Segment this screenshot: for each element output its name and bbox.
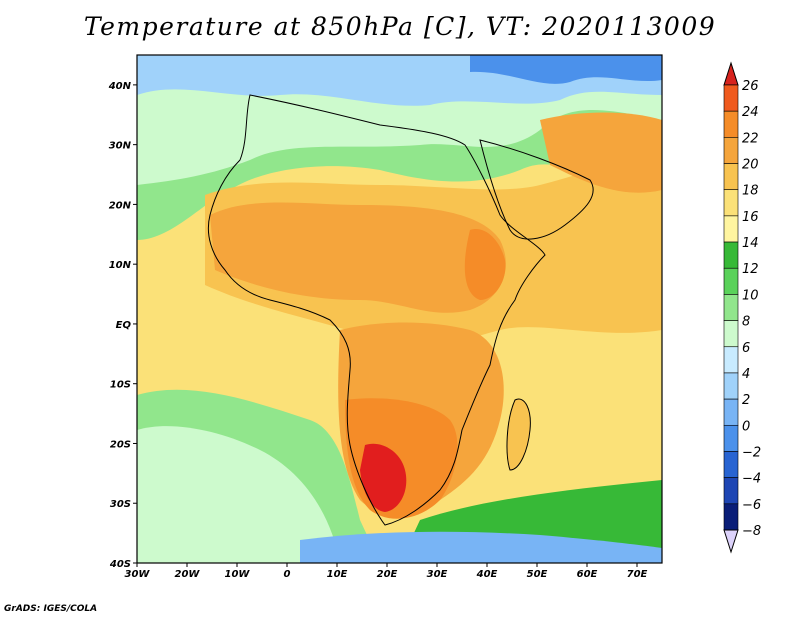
madagascar-coastline (506, 398, 531, 471)
colorbar-swatch (723, 346, 739, 374)
colorbar-top-arrow (723, 61, 739, 86)
grads-credit: GrADS: IGES/COLA (4, 604, 98, 614)
colorbar-label: 2 (742, 393, 750, 408)
y-tick-label: 10N (109, 260, 132, 271)
x-tick-label: 30W (125, 569, 151, 580)
kalahari-hottest (360, 443, 407, 512)
colorbar-label: −8 (742, 524, 761, 539)
colorbar-swatch (723, 477, 739, 505)
y-tick-label: 30N (109, 141, 132, 152)
colorbar-swatch (723, 267, 739, 295)
x-tick-label: 20W (175, 569, 201, 580)
colorbar-swatch (723, 84, 739, 112)
africa-coastline (207, 94, 546, 526)
y-tick-label: EQ (116, 320, 132, 331)
colorbar-label: 16 (742, 210, 759, 225)
x-tick-label: 70E (627, 569, 648, 580)
colorbar-label: 20 (742, 158, 759, 173)
colorbar-label: 24 (742, 105, 759, 120)
y-tick-label: 20S (110, 439, 131, 450)
colorbar-swatch (723, 215, 739, 243)
colorbar-label: 0 (742, 419, 750, 434)
ethiopia-hot (464, 229, 506, 300)
europe-colder (470, 55, 662, 84)
colorbar-label: 26 (742, 79, 759, 94)
colorbar-label: 12 (742, 262, 759, 277)
x-tick-label: 50E (527, 569, 548, 580)
arabia-warm (540, 112, 662, 193)
colorbar-swatch (723, 503, 739, 531)
madagascar (507, 399, 531, 470)
south-indian-colder (300, 531, 662, 563)
colorbar-swatch (723, 110, 739, 138)
x-tick-label: 10E (327, 569, 348, 580)
x-tick-label: 60E (577, 569, 598, 580)
colorbar-swatch (723, 294, 739, 321)
colorbar-label: 18 (742, 184, 759, 199)
y-axis: 40N 30N 20N 10N EQ 10S 20S 30S 40S (108, 81, 137, 570)
colorbar-swatch (723, 451, 739, 478)
colorbar-label: −4 (742, 472, 761, 487)
colorbar-label: −2 (742, 445, 761, 460)
y-tick-label: 40S (109, 559, 131, 570)
y-tick-label: 20N (109, 200, 132, 211)
colorbar-label: 22 (742, 131, 759, 146)
y-tick-label: 30S (110, 499, 131, 510)
x-tick-label: 20E (377, 569, 398, 580)
x-tick-label: 40E (476, 569, 498, 580)
colorbar-swatch (723, 372, 739, 400)
colorbar-swatch (723, 163, 739, 191)
x-tick-label: 0 (284, 569, 291, 580)
colorbar-label: 10 (742, 288, 759, 303)
colorbar-bottom-arrow (723, 529, 739, 554)
colorbar-swatch (723, 137, 739, 164)
south-atlantic-colder (137, 426, 340, 563)
chart-title: Temperature at 850hPa [C], VT: 202011300… (83, 12, 717, 41)
colorbar-label: 8 (742, 315, 750, 330)
colorbar-swatch (723, 424, 739, 452)
colorbar-label: −6 (742, 498, 761, 513)
colorbar-label: 6 (742, 341, 750, 356)
colorbar-swatch (723, 189, 739, 217)
colorbar-swatch (723, 398, 739, 426)
x-tick-label: 30E (427, 569, 448, 580)
y-tick-label: 40N (108, 81, 132, 92)
colorbar-swatch (723, 241, 739, 269)
west-africa-hot (210, 202, 506, 313)
colorbar-label: 14 (742, 236, 759, 251)
temperature-field (137, 55, 662, 563)
arabia-coastline (479, 139, 594, 240)
colorbar-swatch (723, 320, 739, 348)
x-tick-label: 10W (225, 569, 251, 580)
y-tick-label: 10S (110, 380, 131, 391)
x-axis: 30W 20W 10W 0 10E 20E 30E 40E 50E 60E 70E (125, 563, 648, 580)
plot-frame (136, 54, 663, 564)
colorbar-label: 4 (742, 367, 750, 382)
